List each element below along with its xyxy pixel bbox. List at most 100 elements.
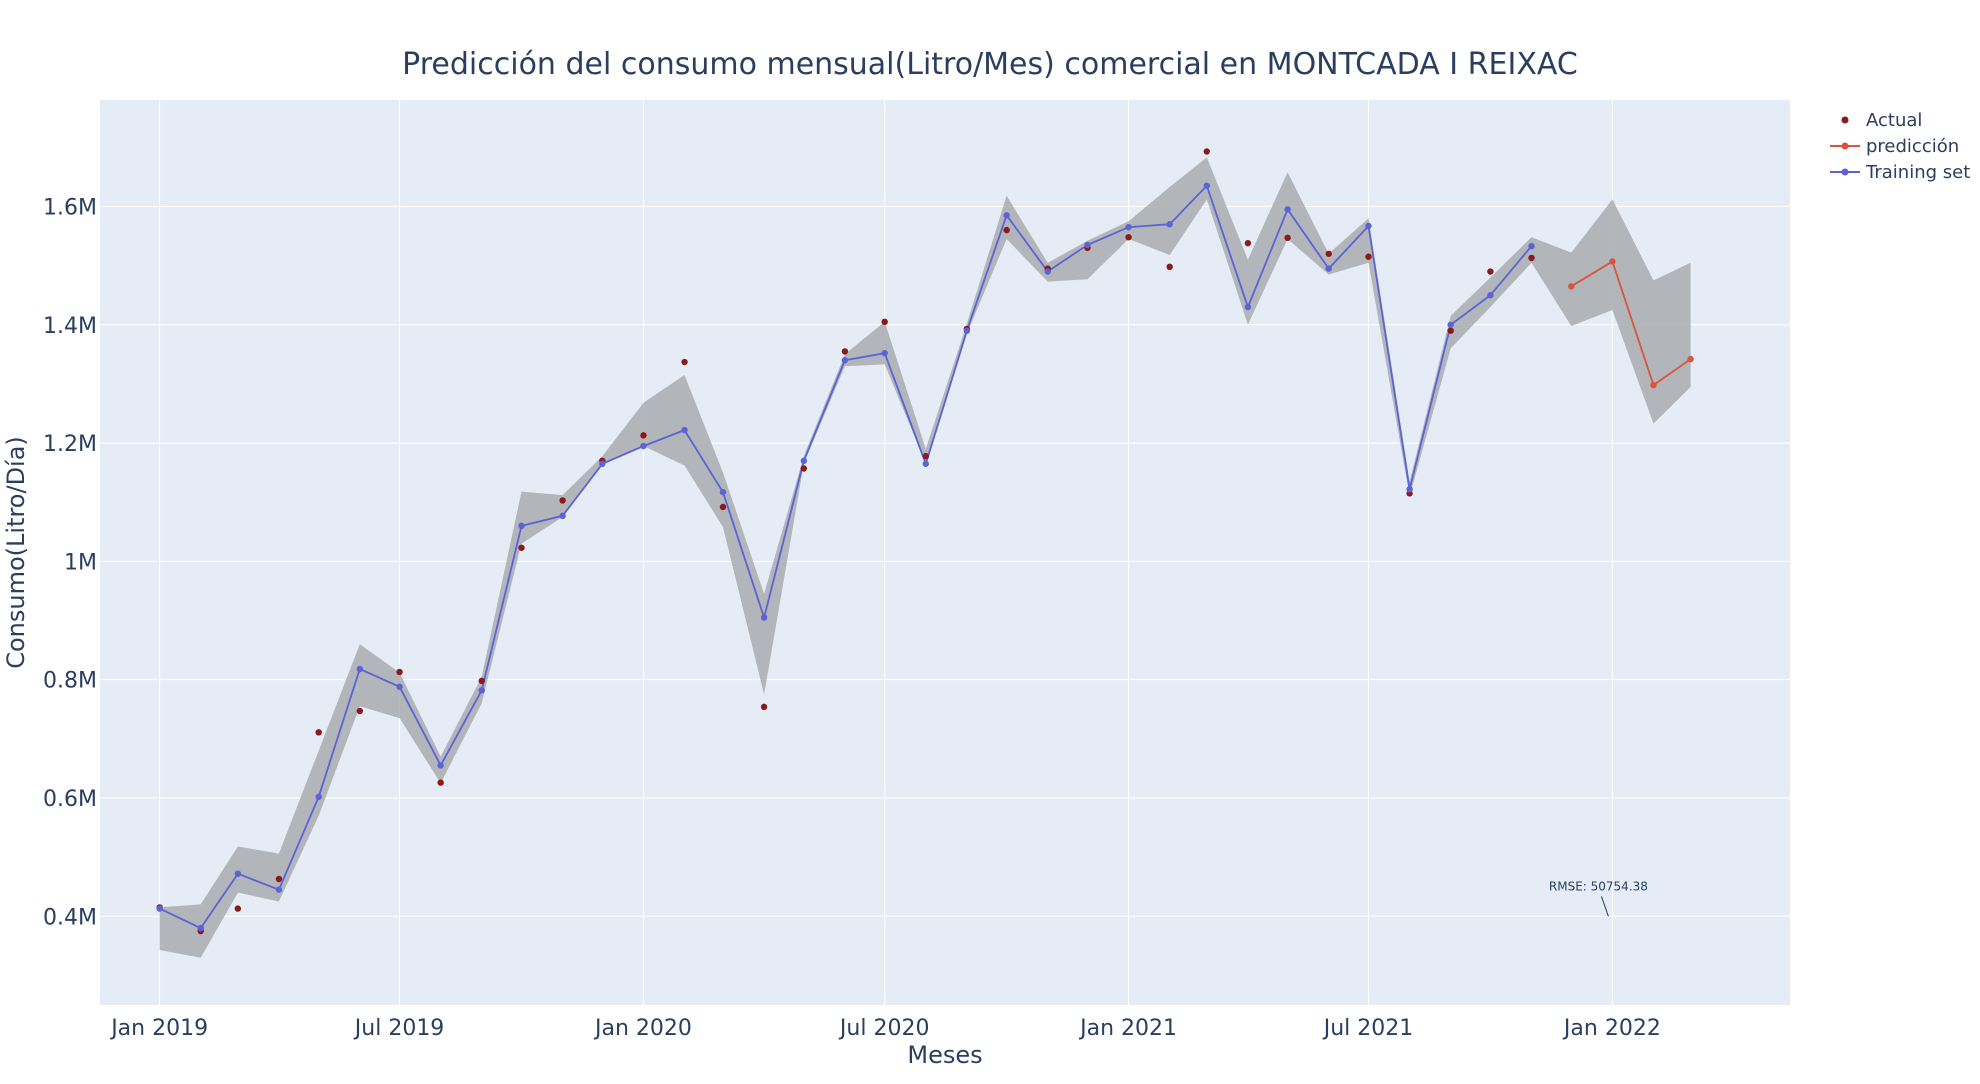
annotation-text: RMSE: 50754.38 [1549, 879, 1648, 893]
legend-training-set-label: Training set [1865, 162, 1970, 183]
training-set-point [1406, 486, 1413, 493]
y-axis-title: Consumo(Litro/Día) [2, 436, 30, 669]
x-tick-label: Jul 2019 [353, 1016, 445, 1041]
prediccion-point [1650, 381, 1657, 389]
actual-point [760, 703, 768, 711]
y-tick-label: 1M [64, 550, 97, 575]
actual-point [437, 779, 444, 786]
actual-point [315, 729, 322, 736]
y-tick-label: 0.4M [43, 905, 97, 930]
training-set-point [559, 512, 566, 520]
actual-point [922, 452, 929, 460]
legend-prediccion-marker [1841, 142, 1849, 150]
y-tick-label: 1.6M [43, 195, 97, 220]
training-set-point [1447, 321, 1454, 328]
actual-point [356, 707, 363, 715]
gridlines [100, 100, 1790, 1005]
training-set-point [1003, 212, 1010, 219]
training-set-point [437, 762, 444, 769]
training-set-point [963, 327, 971, 334]
actual-point [1447, 327, 1454, 334]
training-set-point [234, 870, 242, 877]
y-tick-label: 1.2M [43, 432, 97, 457]
y-tick-label: 1.4M [43, 314, 97, 339]
x-tick-label: Jan 2021 [1078, 1016, 1177, 1041]
training-set-point [719, 488, 727, 496]
x-tick-label: Jan 2020 [593, 1016, 692, 1041]
actual-point [1487, 268, 1494, 275]
legend-actual-label: Actual [1866, 110, 1922, 131]
training-set-point [1084, 241, 1091, 249]
actual-point [681, 358, 688, 366]
training-set-point [1166, 221, 1173, 228]
actual-point [1365, 253, 1372, 260]
training-set-point [315, 793, 322, 800]
x-tick-label: Jan 2022 [1562, 1016, 1661, 1041]
legend-prediccion-label: predicción [1866, 136, 1959, 157]
training-set-point [396, 683, 403, 690]
chart-title: Predicción del consumo mensual(Litro/Mes… [402, 47, 1578, 82]
actual-point [478, 677, 485, 685]
training-set-point [1528, 242, 1535, 250]
legend-actual-marker [1841, 116, 1849, 124]
training-set-point [275, 886, 283, 893]
training-set-point [1365, 222, 1372, 230]
actual-point [1284, 234, 1291, 242]
actual-point [1125, 234, 1132, 241]
prediccion-point [1687, 355, 1694, 363]
training-set-point [1244, 303, 1252, 311]
actual-point [881, 318, 888, 326]
training-set-point [1325, 265, 1332, 272]
actual-point [1528, 254, 1535, 262]
training-set-point [841, 357, 849, 364]
y-tick-label: 0.6M [43, 787, 97, 812]
actual-point [1203, 148, 1210, 155]
training-set-point [197, 924, 204, 932]
training-set-point [760, 614, 768, 621]
actual-point [1166, 263, 1173, 271]
training-set-point [922, 460, 929, 467]
actual-point [719, 503, 727, 511]
legend: Actual predicción Training set [1830, 110, 1970, 183]
training-set-point [681, 426, 688, 434]
prediccion-line [1570, 260, 1692, 387]
tick-labels: Jan 2019 Jul 2019 Jan 2020 Jul 2020 Jan 2021… [43, 195, 1661, 1041]
actual-point [234, 905, 242, 912]
x-tick-label: Jul 2020 [838, 1016, 930, 1041]
x-axis-title: Meses [907, 1041, 982, 1069]
training-set-point [599, 460, 606, 467]
x-tick-label: Jul 2021 [1322, 1016, 1414, 1041]
actual-point [800, 465, 808, 472]
actual-point [396, 668, 403, 676]
training-set-point [1284, 206, 1291, 213]
actual-point [275, 875, 283, 883]
actual-point [1003, 226, 1010, 234]
x-tick-label: Jan 2019 [109, 1016, 208, 1041]
actual-point [1244, 239, 1252, 247]
actual-point [518, 544, 525, 551]
prediccion-point [1609, 258, 1616, 265]
actual-point [1325, 250, 1332, 257]
training-set-point [156, 905, 163, 912]
actual-point [841, 348, 849, 355]
prediccion-point [1568, 283, 1575, 290]
training-set-point [518, 522, 525, 530]
series-points [156, 148, 1694, 935]
training-set-point [640, 442, 647, 450]
legend-training-set-marker [1841, 168, 1849, 176]
actual-point [559, 497, 566, 504]
training-set-point [800, 457, 808, 465]
annotation: RMSE: 50754.38 [1549, 879, 1648, 917]
training-set-point [1487, 291, 1494, 299]
y-tick-label: 0.8M [43, 669, 97, 694]
actual-point [640, 432, 647, 439]
training-set-point [1203, 182, 1210, 189]
training-set-point [1125, 223, 1132, 231]
training-set-point [1044, 268, 1051, 275]
training-set-point [478, 687, 485, 694]
training-set-point [356, 665, 363, 673]
plot-area [100, 100, 1790, 1005]
training-set-point [881, 349, 888, 357]
